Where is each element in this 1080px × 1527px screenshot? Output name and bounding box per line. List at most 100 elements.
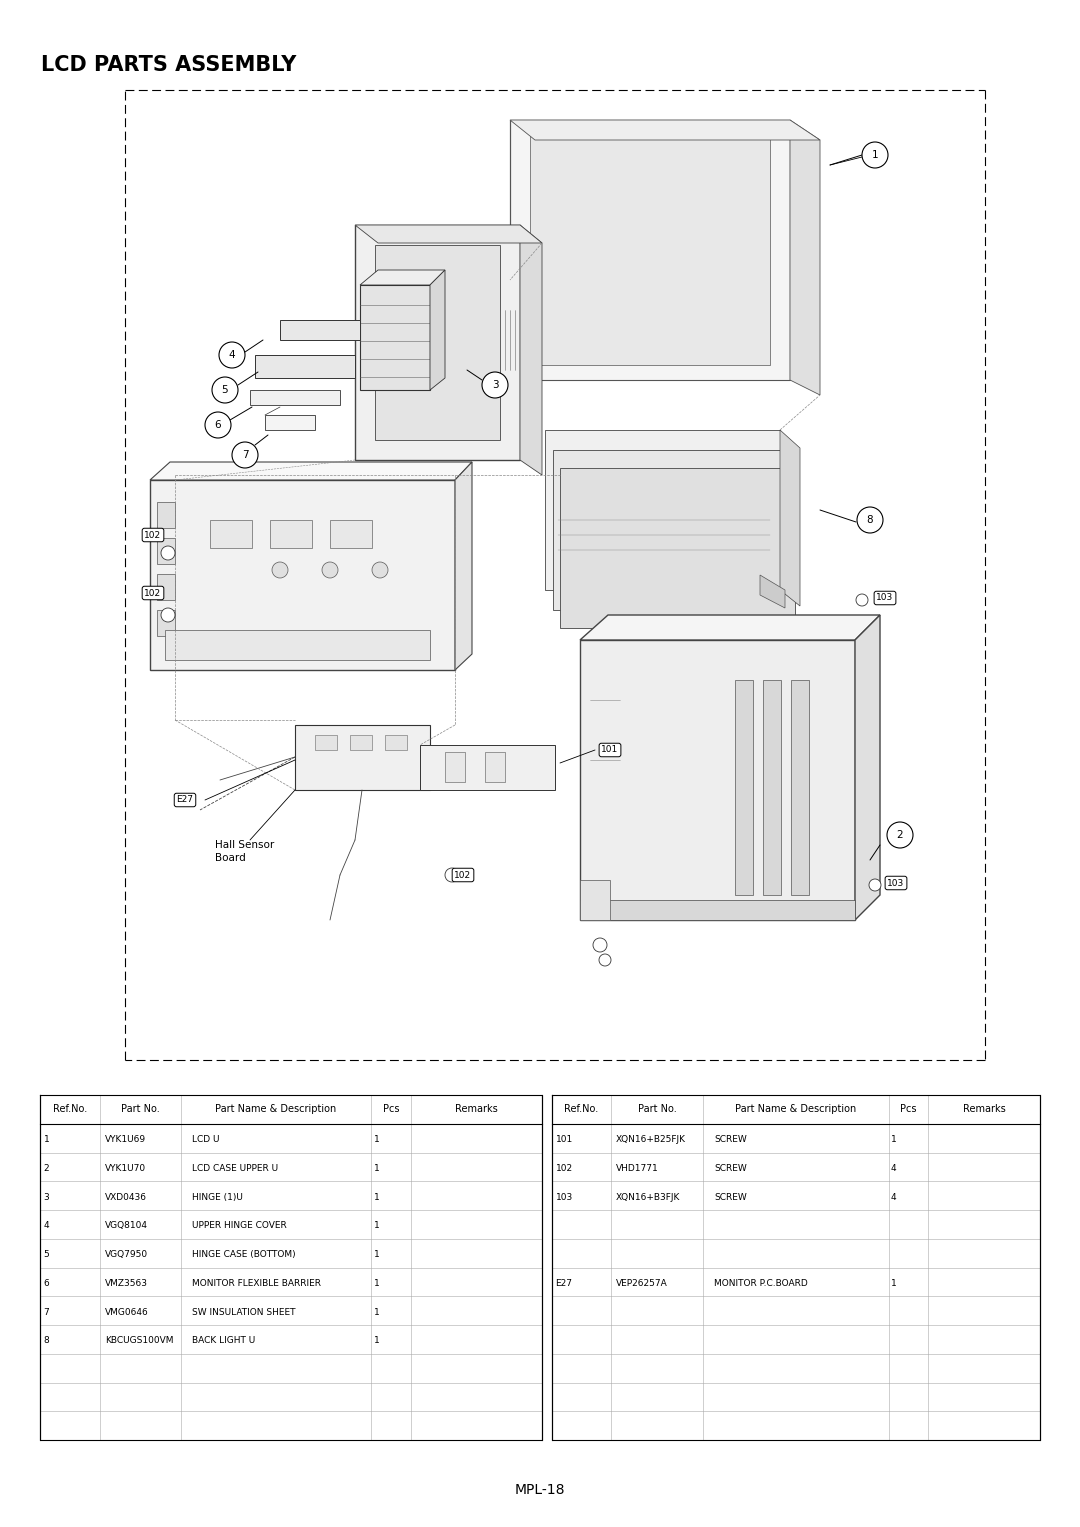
Text: 102: 102 (555, 1164, 572, 1173)
Text: HINGE CASE (BOTTOM): HINGE CASE (BOTTOM) (192, 1251, 296, 1260)
Circle shape (862, 142, 888, 168)
Text: 1: 1 (374, 1164, 379, 1173)
Text: XQN16+B3FJK: XQN16+B3FJK (616, 1193, 680, 1202)
Text: 1: 1 (374, 1336, 379, 1345)
Text: 1: 1 (374, 1278, 379, 1287)
Text: Ref.No.: Ref.No. (564, 1104, 598, 1115)
Polygon shape (580, 899, 855, 919)
Text: 3: 3 (43, 1193, 50, 1202)
Circle shape (161, 547, 175, 560)
Text: 102: 102 (145, 530, 162, 539)
Text: Ref.No.: Ref.No. (53, 1104, 87, 1115)
Text: KBCUGS100VM: KBCUGS100VM (105, 1336, 174, 1345)
Text: HINGE (1)U: HINGE (1)U (192, 1193, 243, 1202)
Polygon shape (445, 751, 465, 782)
Text: Hall Sensor
Board: Hall Sensor Board (215, 840, 274, 863)
Text: 3: 3 (491, 380, 498, 389)
Circle shape (205, 412, 231, 438)
Polygon shape (485, 751, 505, 782)
Text: SCREW: SCREW (714, 1164, 747, 1173)
Text: Part No.: Part No. (637, 1104, 676, 1115)
Text: 1: 1 (891, 1278, 896, 1287)
Circle shape (272, 562, 288, 579)
Text: VMZ3563: VMZ3563 (105, 1278, 148, 1287)
Text: 6: 6 (43, 1278, 50, 1287)
Text: LCD CASE UPPER U: LCD CASE UPPER U (192, 1164, 279, 1173)
Polygon shape (510, 121, 820, 140)
Text: SCREW: SCREW (714, 1135, 747, 1144)
Polygon shape (355, 224, 542, 243)
Circle shape (372, 562, 388, 579)
Text: 2: 2 (896, 831, 903, 840)
Polygon shape (760, 576, 785, 608)
Text: 7: 7 (242, 450, 248, 460)
Polygon shape (420, 745, 555, 789)
Text: 8: 8 (43, 1336, 50, 1345)
Polygon shape (384, 734, 407, 750)
Polygon shape (330, 521, 372, 548)
Polygon shape (165, 631, 430, 660)
Polygon shape (360, 270, 445, 286)
Circle shape (482, 373, 508, 399)
Circle shape (445, 867, 459, 883)
Text: 1: 1 (374, 1193, 379, 1202)
Text: 7: 7 (43, 1307, 50, 1316)
Text: 6: 6 (215, 420, 221, 431)
Circle shape (593, 938, 607, 951)
Polygon shape (510, 121, 789, 380)
Text: 1: 1 (374, 1251, 379, 1260)
Polygon shape (249, 389, 340, 405)
Text: Remarks: Remarks (962, 1104, 1005, 1115)
Text: XQN16+B25FJK: XQN16+B25FJK (616, 1135, 686, 1144)
Text: MPL-18: MPL-18 (515, 1483, 565, 1496)
Text: 5: 5 (43, 1251, 50, 1260)
Text: E27: E27 (555, 1278, 572, 1287)
Polygon shape (150, 479, 455, 670)
Text: Part Name & Description: Part Name & Description (735, 1104, 856, 1115)
Text: Part No.: Part No. (121, 1104, 160, 1115)
Polygon shape (553, 450, 788, 609)
Polygon shape (157, 574, 175, 600)
Text: 1: 1 (374, 1135, 379, 1144)
Text: 4: 4 (229, 350, 235, 360)
Text: VGQ7950: VGQ7950 (105, 1251, 148, 1260)
Text: UPPER HINGE COVER: UPPER HINGE COVER (192, 1222, 287, 1231)
Text: 5: 5 (221, 385, 228, 395)
Text: 101: 101 (602, 745, 619, 754)
Text: Remarks: Remarks (456, 1104, 498, 1115)
Polygon shape (315, 734, 337, 750)
Polygon shape (270, 521, 312, 548)
Text: VEP26257A: VEP26257A (616, 1278, 667, 1287)
Polygon shape (545, 431, 780, 589)
Text: 102: 102 (145, 588, 162, 597)
Polygon shape (519, 224, 542, 475)
Text: VMG0646: VMG0646 (105, 1307, 149, 1316)
Circle shape (212, 377, 238, 403)
Text: VYK1U69: VYK1U69 (105, 1135, 146, 1144)
Circle shape (161, 608, 175, 621)
Polygon shape (150, 463, 472, 479)
Text: VGQ8104: VGQ8104 (105, 1222, 148, 1231)
Text: SCREW: SCREW (714, 1193, 747, 1202)
Circle shape (219, 342, 245, 368)
Text: 1: 1 (374, 1307, 379, 1316)
Circle shape (858, 507, 883, 533)
Text: 103: 103 (555, 1193, 572, 1202)
Text: SW INSULATION SHEET: SW INSULATION SHEET (192, 1307, 296, 1316)
Polygon shape (530, 134, 770, 365)
Text: 2: 2 (43, 1164, 50, 1173)
Text: VXD0436: VXD0436 (105, 1193, 147, 1202)
Polygon shape (157, 538, 175, 563)
Text: 4: 4 (43, 1222, 50, 1231)
Polygon shape (780, 431, 800, 606)
Polygon shape (762, 680, 781, 895)
Polygon shape (791, 680, 809, 895)
Circle shape (856, 594, 868, 606)
Text: E27: E27 (176, 796, 193, 805)
Polygon shape (561, 467, 795, 628)
Text: 101: 101 (555, 1135, 572, 1144)
Polygon shape (735, 680, 753, 895)
Polygon shape (157, 502, 175, 528)
Polygon shape (580, 880, 610, 919)
Text: 103: 103 (876, 594, 893, 603)
